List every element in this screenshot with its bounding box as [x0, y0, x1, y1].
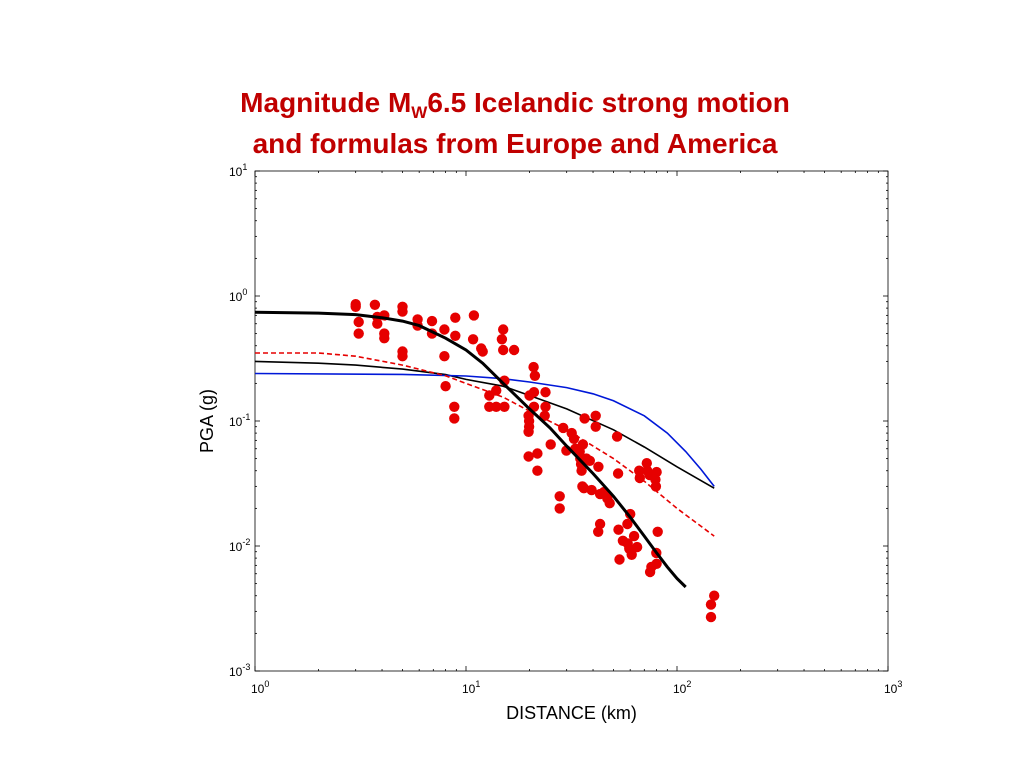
- data-point: [576, 465, 587, 476]
- x-axis-label: DISTANCE (km): [506, 703, 637, 723]
- data-point: [577, 439, 589, 450]
- data-point: [426, 315, 438, 327]
- title-line-1: Magnitude MW6.5 Icelandic strong motion: [240, 87, 790, 122]
- data-point: [498, 324, 509, 335]
- data-point: [491, 385, 502, 396]
- x-tick-label: 100: [251, 679, 269, 696]
- data-point: [625, 508, 636, 520]
- data-point: [634, 472, 645, 484]
- data-point: [532, 465, 543, 476]
- data-point: [440, 381, 451, 392]
- x-tick-label: 101: [462, 679, 480, 696]
- data-point: [612, 468, 624, 479]
- data-point: [590, 410, 601, 421]
- y-tick-label: 100: [229, 287, 247, 304]
- data-point: [545, 439, 556, 450]
- data-point: [650, 481, 662, 492]
- data-point: [529, 370, 541, 381]
- data-point: [593, 526, 604, 537]
- data-point: [450, 330, 461, 341]
- y-tick-label: 10-2: [229, 537, 250, 554]
- data-point: [584, 455, 595, 466]
- red-dashed-curve: [255, 352, 715, 537]
- data-point: [586, 484, 597, 496]
- y-axis-label: PGA (g): [197, 389, 217, 453]
- data-point: [622, 518, 633, 530]
- data-point: [593, 461, 604, 472]
- blue-curve: [254, 372, 715, 487]
- data-point: [590, 421, 601, 432]
- data-point: [379, 333, 390, 344]
- data-point: [528, 387, 540, 398]
- data-point: [523, 451, 534, 462]
- data-point: [554, 503, 565, 514]
- data-point: [540, 401, 551, 412]
- data-point: [631, 541, 643, 553]
- data-point: [449, 413, 460, 424]
- y-tick-label: 10-3: [229, 662, 250, 679]
- data-point: [614, 554, 625, 565]
- data-point: [594, 518, 606, 530]
- data-point: [611, 431, 623, 442]
- x-tick-label: 103: [884, 679, 902, 696]
- data-point: [540, 387, 551, 398]
- data-point: [539, 410, 550, 421]
- data-point: [628, 530, 640, 542]
- data-point: [508, 344, 520, 356]
- data-point: [532, 448, 543, 459]
- data-point: [604, 498, 615, 509]
- data-point: [651, 558, 662, 569]
- data-point: [709, 590, 720, 601]
- data-point: [372, 318, 383, 329]
- data-point: [467, 334, 479, 345]
- data-point: [651, 466, 662, 478]
- data-point: [496, 334, 508, 345]
- data-point: [498, 344, 509, 356]
- data-point: [641, 458, 652, 469]
- data-point: [523, 426, 534, 437]
- data-point: [353, 328, 364, 339]
- minor-ticks: [255, 171, 888, 671]
- data-point: [705, 599, 717, 610]
- slide-title: Magnitude MW6.5 Icelandic strong motion …: [150, 82, 880, 164]
- y-tick-label: 101: [229, 162, 247, 179]
- data-point: [450, 312, 461, 323]
- data-point: [499, 401, 510, 412]
- data-point: [705, 611, 717, 623]
- data-point: [350, 301, 361, 312]
- data-point: [652, 526, 663, 537]
- thick-black-curve: [254, 310, 687, 589]
- data-point: [558, 422, 569, 434]
- data-point: [397, 306, 408, 317]
- data-point: [528, 361, 539, 373]
- data-point: [439, 351, 450, 362]
- data-point: [353, 316, 364, 328]
- data-point: [491, 401, 502, 412]
- plot-frame: [254, 170, 889, 672]
- data-point: [397, 351, 408, 362]
- data-point: [439, 324, 450, 335]
- title-line-2: and formulas from Europe and America: [252, 128, 778, 159]
- y-tick-label: 10-1: [229, 412, 250, 429]
- data-point: [369, 299, 381, 310]
- data-point: [579, 413, 590, 424]
- data-point: [449, 401, 460, 412]
- data-point: [568, 433, 580, 444]
- data-point: [554, 491, 565, 502]
- data-point: [626, 549, 637, 560]
- data-point: [613, 524, 624, 535]
- data-point: [468, 310, 480, 321]
- data-point: [477, 346, 488, 357]
- thin-black-curve: [254, 360, 715, 489]
- x-tick-label: 102: [673, 679, 691, 696]
